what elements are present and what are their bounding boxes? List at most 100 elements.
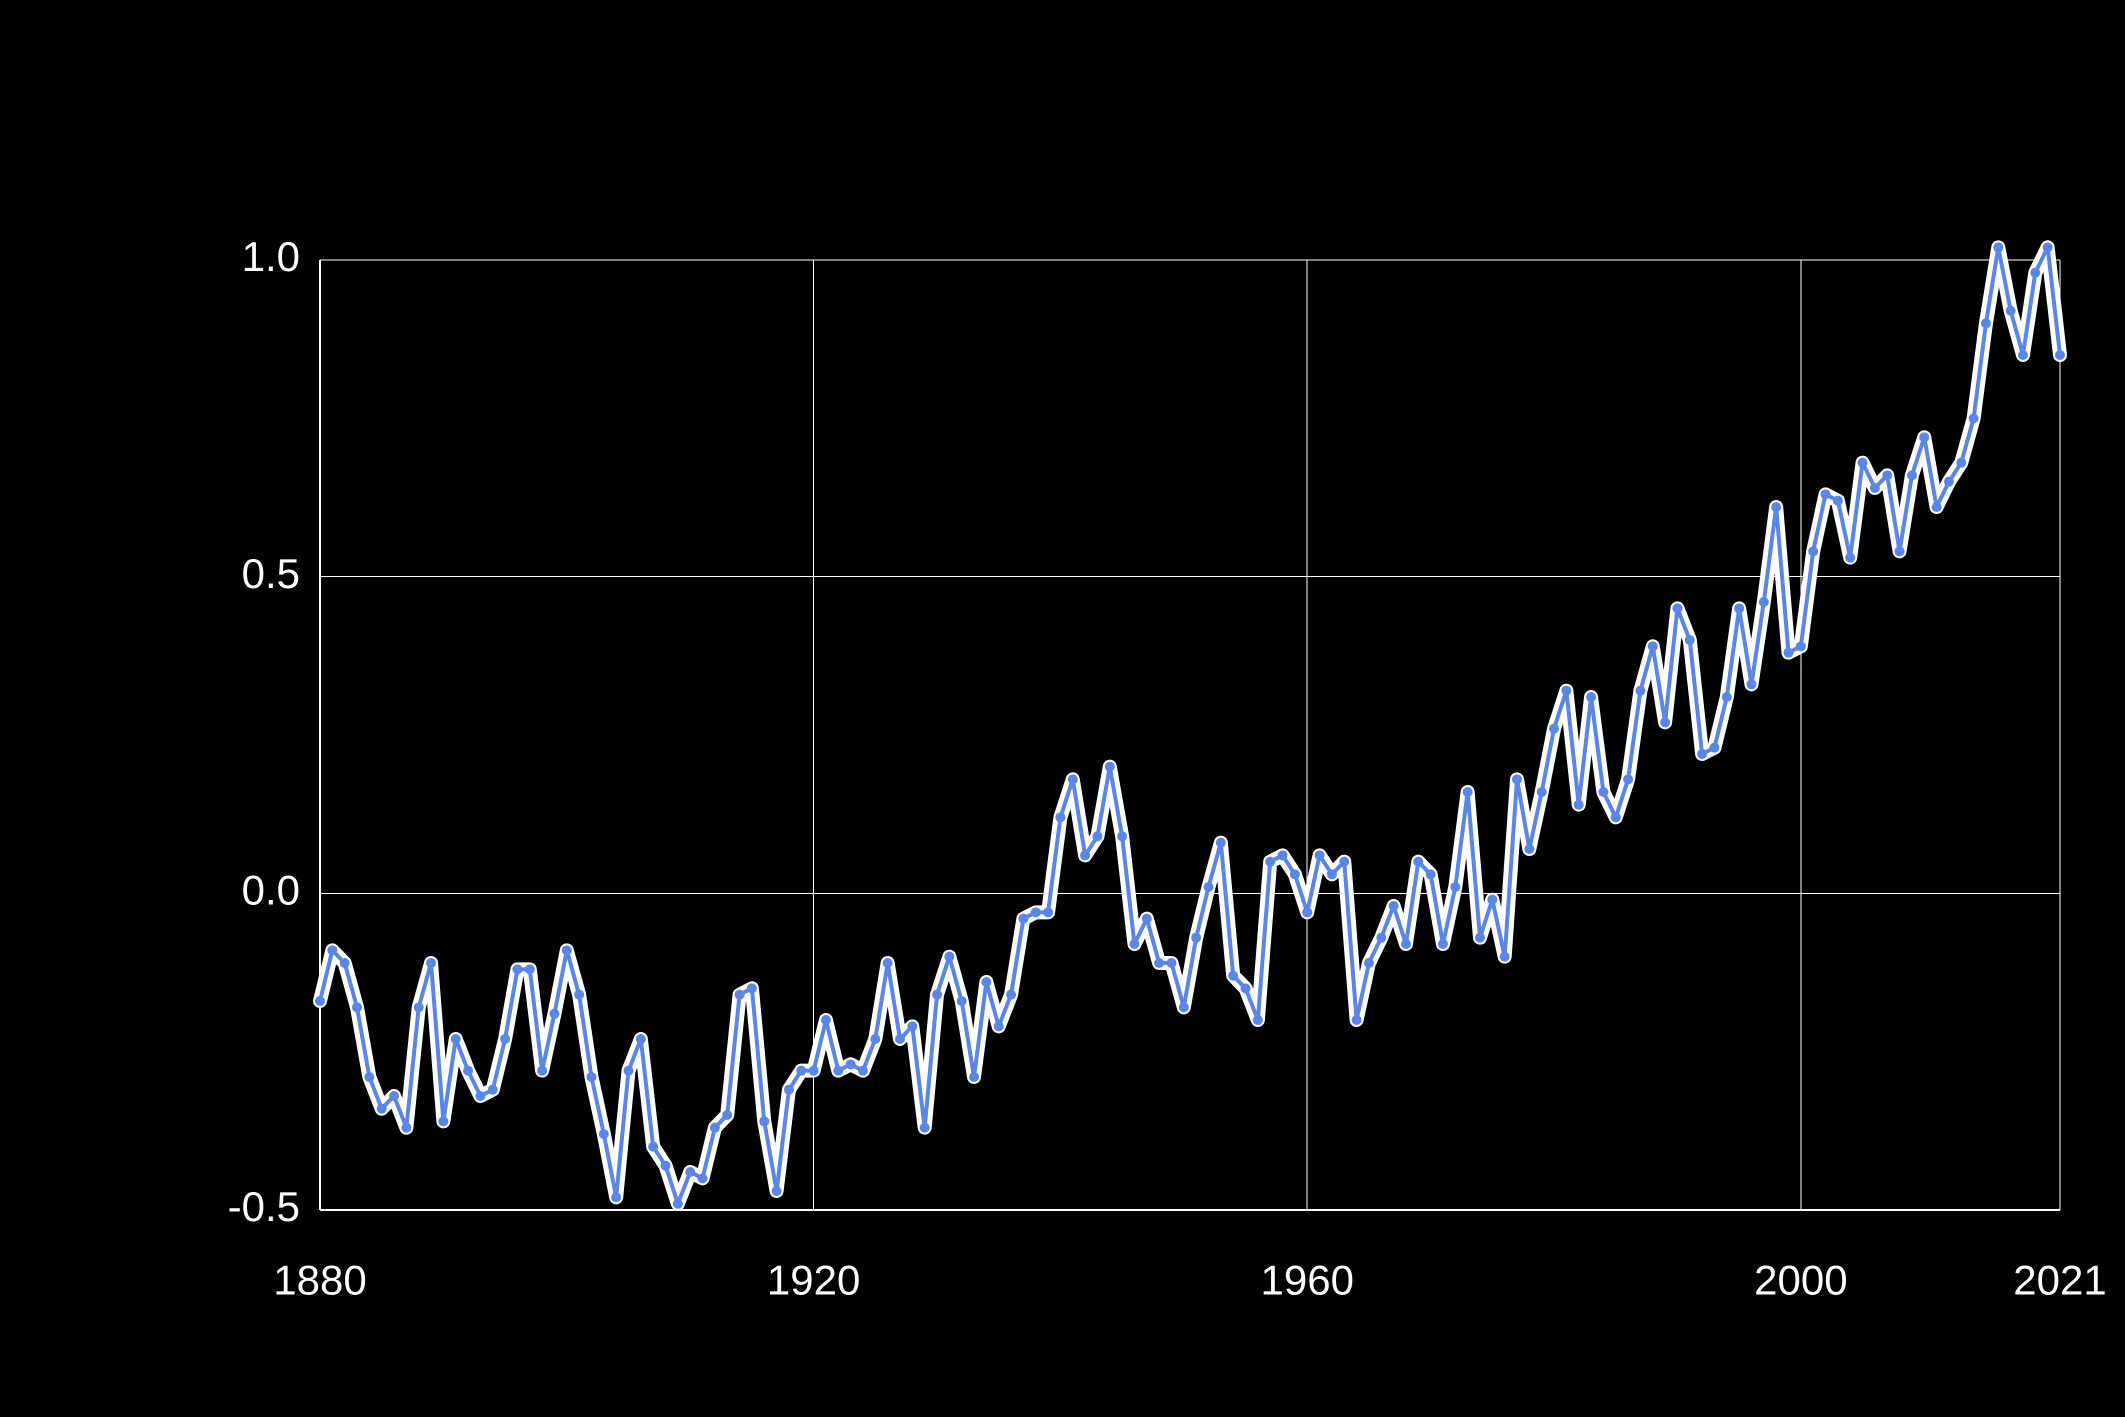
data-point — [1648, 641, 1658, 651]
data-point — [549, 1009, 559, 1019]
data-point — [1623, 774, 1633, 784]
line-chart: -0.50.00.51.018801920196020002021 — [0, 0, 2125, 1417]
data-point — [1475, 933, 1485, 943]
data-point — [1278, 850, 1288, 860]
data-point — [1018, 914, 1028, 924]
data-point — [1191, 933, 1201, 943]
data-point — [1253, 1015, 1263, 1025]
data-point — [710, 1123, 720, 1133]
data-point — [685, 1167, 695, 1177]
data-point — [981, 977, 991, 987]
data-point — [401, 1123, 411, 1133]
data-point — [488, 1085, 498, 1095]
chart-container: -0.50.00.51.018801920196020002021 — [0, 0, 2125, 1417]
data-point — [1241, 983, 1251, 993]
data-point — [1290, 869, 1300, 879]
data-point — [438, 1116, 448, 1126]
data-point — [1598, 787, 1608, 797]
data-point — [1413, 857, 1423, 867]
data-point — [1746, 679, 1756, 689]
data-point — [796, 1066, 806, 1076]
data-point — [599, 1129, 609, 1139]
data-point — [1463, 787, 1473, 797]
data-point — [1709, 743, 1719, 753]
data-point — [1487, 895, 1497, 905]
data-point — [1734, 603, 1744, 613]
data-point — [1154, 958, 1164, 968]
y-tick-label: 0.5 — [242, 550, 300, 597]
data-point — [1882, 470, 1892, 480]
data-point — [500, 1034, 510, 1044]
data-point — [426, 958, 436, 968]
data-point — [944, 952, 954, 962]
x-tick-label: 2021 — [2013, 1256, 2106, 1303]
data-point — [2006, 306, 2016, 316]
data-point — [1796, 641, 1806, 651]
y-tick-label: 0.0 — [242, 866, 300, 913]
data-point — [883, 958, 893, 968]
data-point — [1117, 831, 1127, 841]
data-point — [1549, 724, 1559, 734]
data-point — [722, 1110, 732, 1120]
data-point — [1808, 546, 1818, 556]
data-point — [920, 1123, 930, 1133]
data-point — [784, 1085, 794, 1095]
data-point — [698, 1173, 708, 1183]
data-point — [1228, 971, 1238, 981]
data-point — [907, 1021, 917, 1031]
data-point — [1524, 844, 1534, 854]
data-point — [1352, 1015, 1362, 1025]
data-point — [1327, 869, 1337, 879]
data-point — [1339, 857, 1349, 867]
data-point — [2043, 242, 2053, 252]
data-point — [636, 1034, 646, 1044]
data-point — [1092, 831, 1102, 841]
data-point — [1364, 958, 1374, 968]
data-point — [858, 1066, 868, 1076]
data-point — [1821, 489, 1831, 499]
data-point — [1006, 990, 1016, 1000]
data-point — [1993, 242, 2003, 252]
data-point — [1068, 774, 1078, 784]
data-point — [1561, 686, 1571, 696]
data-point — [1055, 812, 1065, 822]
data-point — [1870, 483, 1880, 493]
data-point — [1759, 597, 1769, 607]
data-point — [1944, 477, 1954, 487]
data-point — [648, 1142, 658, 1152]
data-point — [377, 1104, 387, 1114]
data-point — [1031, 907, 1041, 917]
data-point — [1845, 553, 1855, 563]
data-point — [735, 990, 745, 1000]
data-point — [1302, 907, 1312, 917]
data-point — [809, 1066, 819, 1076]
data-point — [895, 1034, 905, 1044]
data-point — [451, 1034, 461, 1044]
data-point — [747, 983, 757, 993]
data-point — [759, 1116, 769, 1126]
data-point — [1376, 933, 1386, 943]
data-point — [574, 990, 584, 1000]
data-point — [475, 1091, 485, 1101]
data-point — [1956, 458, 1966, 468]
data-point — [1265, 857, 1275, 867]
data-point — [1105, 762, 1115, 772]
data-point — [389, 1091, 399, 1101]
data-point — [661, 1161, 671, 1171]
x-tick-label: 1920 — [767, 1256, 860, 1303]
data-point — [1672, 603, 1682, 613]
data-point — [1179, 1002, 1189, 1012]
x-tick-label: 1960 — [1261, 1256, 1354, 1303]
data-point — [1981, 318, 1991, 328]
data-point — [1858, 458, 1868, 468]
x-tick-label: 1880 — [273, 1256, 366, 1303]
data-point — [1129, 939, 1139, 949]
data-point — [1043, 907, 1053, 917]
data-point — [1204, 882, 1214, 892]
data-point — [821, 1015, 831, 1025]
data-point — [586, 1072, 596, 1082]
data-point — [611, 1192, 621, 1202]
data-point — [772, 1186, 782, 1196]
data-point — [1932, 502, 1942, 512]
data-point — [994, 1021, 1004, 1031]
